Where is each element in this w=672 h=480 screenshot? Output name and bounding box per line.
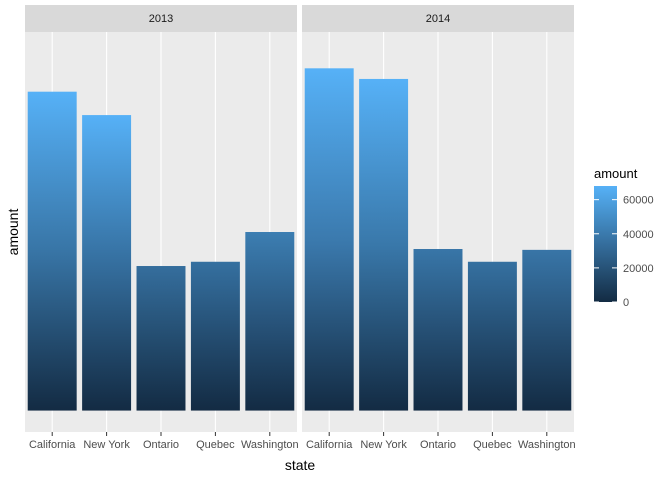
strip-label-2013: 2013 bbox=[149, 13, 173, 25]
x-axis-title: state bbox=[285, 457, 316, 473]
facet-panel-2013: 2013 bbox=[25, 5, 297, 432]
strip-background bbox=[25, 5, 297, 32]
legend: amount 0 20000 40000 60000 bbox=[594, 166, 654, 309]
strip-label-2014: 2014 bbox=[426, 13, 450, 25]
bar-2013-quebec bbox=[190, 261, 240, 411]
bar-2014-washington bbox=[522, 249, 572, 411]
x-tick-label: California bbox=[306, 439, 353, 451]
legend-tick-label: 0 bbox=[623, 297, 629, 309]
bar-group bbox=[27, 91, 295, 411]
x-tick-label: Washington bbox=[241, 439, 299, 451]
x-tick-label: Washington bbox=[518, 439, 576, 451]
bar-2014-quebec bbox=[467, 261, 517, 411]
x-axis: California New York Ontario Quebec Washingto… bbox=[29, 432, 576, 451]
x-tick-label: New York bbox=[83, 439, 130, 451]
bar-2013-washington bbox=[245, 232, 295, 411]
y-axis-title: amount bbox=[5, 209, 21, 256]
legend-ticks: 0 20000 40000 60000 bbox=[594, 195, 654, 309]
bar-2013-california bbox=[27, 91, 77, 411]
x-tick-label: Ontario bbox=[143, 439, 179, 451]
bar-group bbox=[304, 68, 572, 411]
x-tick-label: Quebec bbox=[196, 439, 235, 451]
x-tick-label: Ontario bbox=[420, 439, 456, 451]
legend-colorbar bbox=[594, 186, 617, 302]
bar-2014-new-york bbox=[359, 78, 409, 411]
legend-title: amount bbox=[594, 166, 638, 181]
bar-2013-new-york bbox=[82, 115, 132, 411]
bar-2014-california bbox=[304, 68, 354, 411]
x-tick-label: New York bbox=[360, 439, 407, 451]
facet-panel-2014: 2014 bbox=[302, 5, 574, 432]
legend-tick-label: 40000 bbox=[623, 229, 654, 241]
x-tick-label: Quebec bbox=[473, 439, 512, 451]
bar-2013-ontario bbox=[136, 266, 186, 411]
x-tick-label: California bbox=[29, 439, 76, 451]
bar-2014-ontario bbox=[413, 249, 463, 411]
legend-tick-label: 60000 bbox=[623, 195, 654, 207]
legend-tick-label: 20000 bbox=[623, 263, 654, 275]
strip-background bbox=[302, 5, 574, 32]
